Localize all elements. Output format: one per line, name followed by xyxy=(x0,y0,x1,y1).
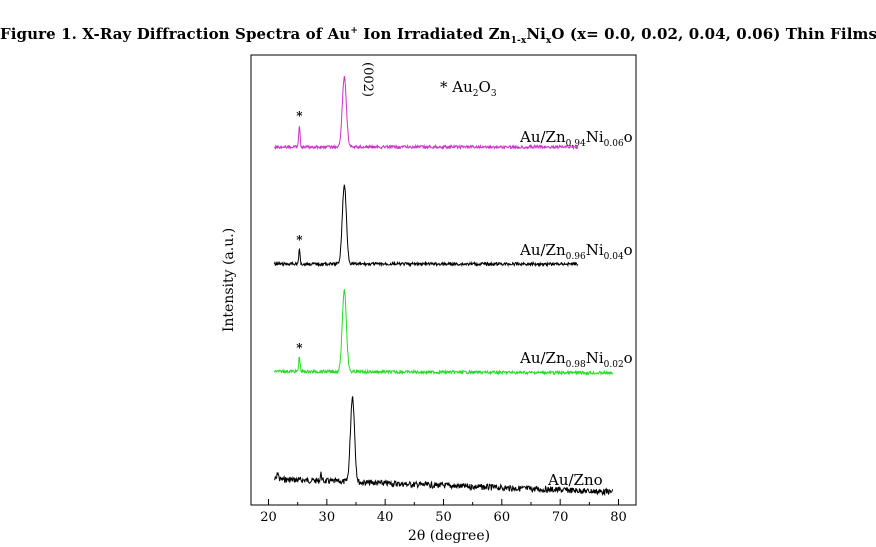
au2o3-star-marker: * xyxy=(296,233,303,247)
x-tick-label-70: 70 xyxy=(552,510,569,525)
series-label-3: Au/Zn0.94Ni0.06o xyxy=(519,128,633,149)
au2o3-star-marker: * xyxy=(296,109,303,123)
title-prefix: Figure 1. X-Ray Diffraction Spectra of A… xyxy=(0,25,351,43)
x-axis-ticks: 20 30 40 50 60 70 80 xyxy=(260,499,627,525)
series-label-0: Au/Zno xyxy=(547,471,603,489)
title-sub2: x xyxy=(545,36,552,46)
x-tick-label-40: 40 xyxy=(377,510,394,525)
figure-title: Figure 1. X-Ray Diffraction Spectra of A… xyxy=(0,25,876,46)
series-group: Au/Zno * Au/Zn0.98Ni0.02o * Au/Zn0.96Ni0.04o… xyxy=(273,75,633,497)
x-tick-label-20: 20 xyxy=(260,510,277,525)
title-suffix: O (x= 0.0, 0.02, 0.04, 0.06) Thin Films. xyxy=(551,25,876,43)
title-sub1: 1-x xyxy=(510,36,527,46)
series-line-2 xyxy=(273,184,579,268)
title-mid1: Ion Irradiated Zn xyxy=(357,25,511,43)
x-tick-label-30: 30 xyxy=(319,510,336,525)
plot-frame xyxy=(250,54,637,506)
x-tick-label-60: 60 xyxy=(494,510,511,525)
plane-annotation: (002) xyxy=(360,62,375,97)
au2o3-star-marker: * xyxy=(296,341,303,355)
x-axis-label: 2θ (degree) xyxy=(408,528,490,544)
series-line-0 xyxy=(273,396,614,497)
series-line-3 xyxy=(273,75,579,151)
title-sup: + xyxy=(350,26,358,36)
x-tick-label-80: 80 xyxy=(610,510,627,525)
series-label-2: Au/Zn0.96Ni0.04o xyxy=(519,241,633,262)
x-tick-label-50: 50 xyxy=(435,510,452,525)
title-mid2: Ni xyxy=(526,25,546,43)
series-label-1: Au/Zn0.98Ni0.02o xyxy=(519,349,633,370)
series-line-1 xyxy=(273,289,614,376)
au2o3-legend: * Au2O3 xyxy=(440,78,497,99)
y-axis-label: Intensity (a.u.) xyxy=(221,228,237,332)
